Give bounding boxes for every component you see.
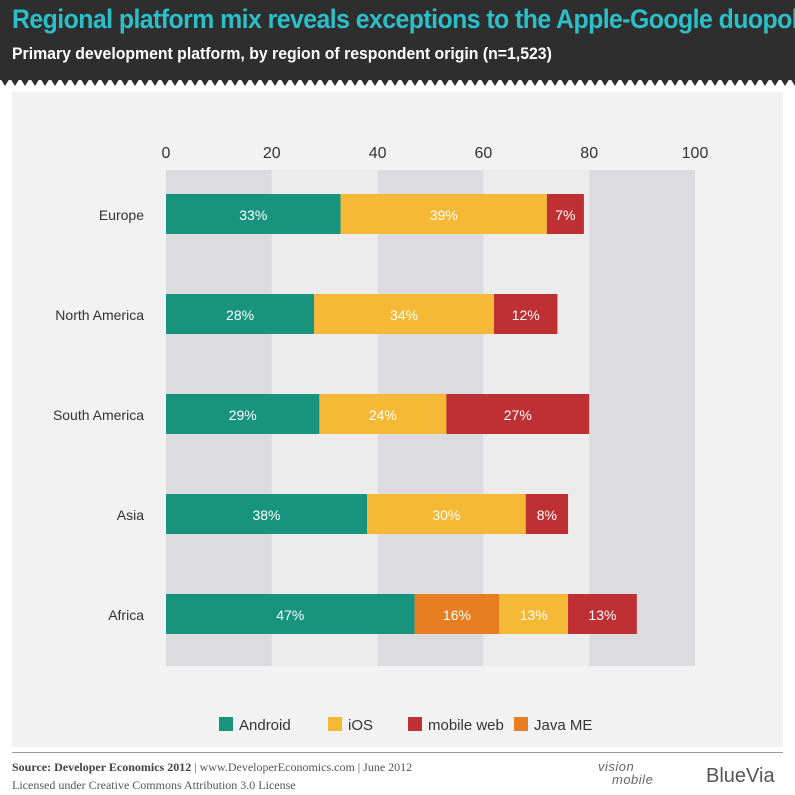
data-label: 30% (432, 507, 460, 523)
category-label: Africa (108, 607, 144, 623)
legend-swatch (514, 717, 528, 731)
x-tick-label: 0 (162, 145, 171, 162)
chart-panel: 0 20 40 60 80 100 Europe 33% 39% 7% North America 2… (12, 92, 783, 747)
bar-segment (166, 394, 320, 434)
bar-segment (166, 194, 341, 234)
x-tick-label: 60 (475, 145, 493, 162)
data-label: 38% (252, 507, 280, 523)
data-label: 16% (443, 607, 471, 623)
stacked-bar-chart: 0 20 40 60 80 100 Europe 33% 39% 7% North America 2… (53, 145, 709, 734)
data-label: 13% (588, 607, 616, 623)
bar-segment (446, 394, 590, 434)
footer: Source: Developer Economics 2012 | www.D… (12, 758, 412, 794)
data-label: 13% (520, 607, 548, 623)
header-zigzag-edge (0, 78, 795, 86)
bar-segment (367, 494, 526, 534)
chart-title: Regional platform mix reveals exceptions… (12, 4, 795, 34)
data-label: 27% (504, 407, 532, 423)
visionmobile-logo-line1: vision (598, 759, 635, 774)
data-label: 28% (226, 307, 254, 323)
visionmobile-logo-line2: mobile (612, 772, 654, 787)
bar-segment (166, 594, 415, 634)
data-label: 34% (390, 307, 418, 323)
x-tick-label: 40 (369, 145, 387, 162)
legend-swatch (328, 717, 342, 731)
data-label: 29% (229, 407, 257, 423)
bar-segment (166, 294, 315, 334)
data-label: 47% (276, 607, 304, 623)
visionmobile-logo: vision mobile (598, 760, 653, 786)
x-tick-label: 100 (682, 145, 709, 162)
bar-segment (493, 294, 558, 334)
x-tick-label: 80 (580, 145, 598, 162)
bar-segment (314, 294, 494, 334)
grid-band (589, 170, 695, 666)
license-text: Licensed under Creative Commons Attribut… (12, 778, 296, 792)
data-label: 24% (369, 407, 397, 423)
category-label: Europe (99, 207, 144, 223)
source-label: Source: Developer Economics 2012 (12, 760, 192, 774)
footer-divider (12, 752, 783, 753)
bluevia-logo: BlueVia (706, 765, 775, 787)
bar-segment (414, 594, 500, 634)
legend-label: Android (239, 717, 291, 734)
chart-subtitle: Primary development platform, by region … (12, 44, 552, 63)
bar-segment (499, 594, 569, 634)
category-label: South America (53, 407, 144, 423)
legend-swatch (408, 717, 422, 731)
header: Regional platform mix reveals exceptions… (0, 0, 795, 80)
legend-swatch (219, 717, 233, 731)
data-label: 7% (555, 207, 575, 223)
category-label: Asia (117, 507, 144, 523)
bar-segment (319, 394, 447, 434)
legend-label: Java ME (534, 717, 592, 734)
data-label: 8% (537, 507, 557, 523)
source-details: | www.DeveloperEconomics.com | June 2012 (194, 760, 413, 774)
bar-segment (568, 594, 637, 634)
x-tick-label: 20 (263, 145, 281, 162)
category-label: North America (55, 307, 144, 323)
bar-segment (525, 494, 569, 534)
data-label: 39% (430, 207, 458, 223)
bar-segment (166, 494, 368, 534)
data-label: 12% (512, 307, 540, 323)
legend-label: iOS (348, 717, 373, 734)
legend-label: mobile web (428, 717, 504, 734)
bar-segment (340, 194, 547, 234)
bar-segment (546, 194, 584, 234)
data-label: 33% (239, 207, 267, 223)
